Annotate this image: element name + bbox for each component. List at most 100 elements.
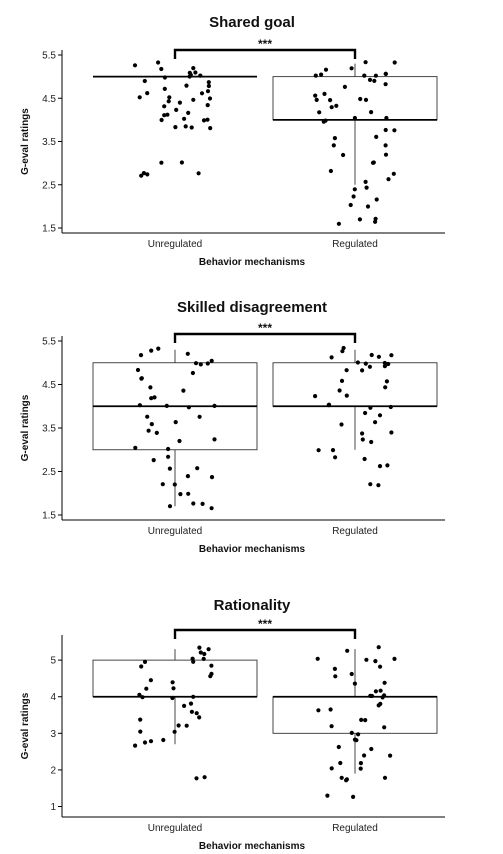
- data-point: [363, 60, 368, 65]
- data-point: [380, 695, 385, 700]
- data-point: [362, 753, 367, 758]
- data-point: [358, 766, 363, 771]
- data-point: [369, 439, 374, 445]
- data-point: [338, 760, 343, 766]
- y-axis-label: G-eval ratings: [20, 394, 31, 461]
- box-group-unregulated: [92, 645, 258, 781]
- data-point: [349, 671, 354, 677]
- y-axis-label: G-eval ratings: [20, 692, 31, 759]
- x-tick-label: Regulated: [332, 823, 378, 834]
- data-point: [316, 708, 321, 713]
- data-point: [197, 715, 202, 720]
- data-point: [340, 349, 345, 354]
- y-tick-label: 3: [50, 729, 56, 740]
- data-point: [329, 724, 334, 729]
- data-point: [198, 362, 203, 367]
- data-point: [208, 126, 213, 131]
- data-point: [313, 394, 318, 399]
- data-point: [378, 664, 383, 669]
- data-point: [212, 437, 217, 442]
- data-point: [173, 420, 178, 425]
- data-point: [139, 664, 144, 669]
- data-point: [133, 743, 138, 748]
- data-point: [173, 125, 178, 130]
- data-point: [182, 116, 187, 121]
- chart-title: Skilled disagreement: [177, 299, 327, 316]
- data-point: [186, 405, 191, 410]
- data-point: [336, 744, 341, 750]
- data-point: [373, 219, 378, 224]
- data-point: [209, 475, 215, 480]
- data-point: [382, 680, 387, 685]
- data-point: [194, 711, 199, 716]
- data-point: [392, 656, 397, 662]
- y-tick-label: 3.5: [42, 424, 56, 435]
- y-tick-label: 2.5: [42, 180, 56, 191]
- data-point: [148, 385, 153, 390]
- data-point: [339, 422, 344, 427]
- data-point: [356, 732, 361, 737]
- data-point: [386, 177, 391, 182]
- y-tick-label: 1.5: [42, 511, 56, 522]
- box-group-unregulated: [93, 60, 257, 178]
- data-point: [164, 403, 169, 408]
- data-point: [382, 360, 387, 366]
- y-axis-label: G-eval ratings: [20, 108, 31, 175]
- data-point: [352, 681, 357, 686]
- iqr-box: [272, 362, 438, 407]
- data-point: [191, 501, 196, 506]
- data-point: [385, 463, 390, 468]
- y-tick-label: 1.5: [42, 224, 56, 235]
- data-point: [365, 204, 371, 209]
- data-point: [391, 171, 396, 176]
- y-tick-label: 2: [50, 765, 56, 776]
- data-point: [370, 160, 376, 165]
- data-point: [369, 352, 374, 358]
- data-point: [139, 173, 144, 178]
- data-point: [166, 99, 171, 104]
- iqr-box: [272, 76, 438, 121]
- data-point: [384, 115, 389, 121]
- data-point: [190, 370, 195, 376]
- data-point: [144, 686, 149, 691]
- data-point: [205, 103, 210, 108]
- data-point: [313, 93, 318, 98]
- data-point: [352, 187, 357, 192]
- y-tick-label: 2.5: [42, 467, 56, 478]
- y-tick-label: 3.5: [42, 137, 56, 148]
- data-point: [162, 75, 167, 80]
- data-point: [367, 77, 373, 82]
- data-point: [331, 143, 336, 148]
- data-point: [352, 115, 357, 121]
- data-point: [329, 105, 334, 110]
- data-point: [351, 194, 356, 199]
- data-point: [344, 777, 349, 782]
- data-point: [133, 445, 138, 450]
- data-point: [156, 60, 161, 65]
- data-point: [181, 388, 186, 393]
- data-point: [209, 663, 214, 668]
- data-point: [369, 746, 374, 752]
- data-point: [176, 723, 181, 728]
- data-point: [205, 89, 211, 94]
- x-tick-label: Regulated: [332, 239, 378, 250]
- data-point: [167, 466, 172, 471]
- data-point: [152, 395, 157, 400]
- data-point: [317, 110, 322, 115]
- data-point: [368, 482, 373, 487]
- data-point: [142, 659, 148, 665]
- x-tick-label: Unregulated: [148, 239, 202, 250]
- data-point: [209, 506, 214, 511]
- data-point: [195, 466, 200, 471]
- data-point: [159, 160, 164, 165]
- data-point: [319, 72, 324, 77]
- data-point: [377, 413, 383, 418]
- data-point: [374, 134, 379, 139]
- data-point: [191, 97, 196, 102]
- data-point: [159, 66, 164, 72]
- data-point: [369, 693, 375, 699]
- data-point: [364, 657, 369, 662]
- data-point: [315, 656, 320, 661]
- chart-panel-3: Rationality 1 2 3 4 5 G-eval ratings Unregulate…: [20, 597, 445, 852]
